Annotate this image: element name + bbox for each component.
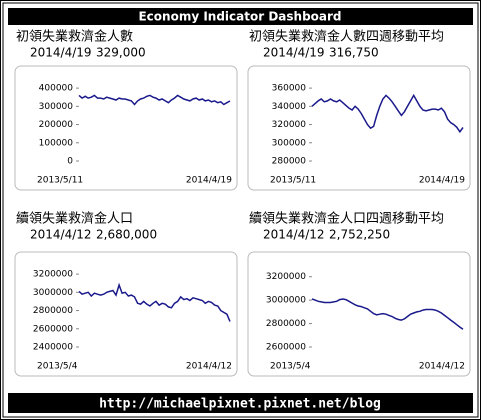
y-tick-label: 200000 <box>39 120 74 130</box>
data-line <box>78 94 231 106</box>
annotation: 329,000 <box>96 46 146 60</box>
y-tick-label: 300000 <box>39 102 74 112</box>
y-tick-label: 0 <box>67 157 73 167</box>
y-tick-label: 100000 <box>39 138 74 148</box>
x-tick-label: 2014/4/19 <box>186 176 232 186</box>
x-tick-label: 2014/4/12 <box>419 362 465 372</box>
x-tick-label: 2013/5/4 <box>270 362 311 372</box>
chart-title: 續領失業救濟金人口 <box>16 211 133 227</box>
chart-title: 初領失業救濟金人數 <box>16 29 133 45</box>
x-tick-label: 2013/5/11 <box>37 176 83 186</box>
y-tick-label: 3200000 <box>33 270 73 280</box>
y-tick-label: 2600000 <box>266 343 306 353</box>
chart-box <box>14 251 238 377</box>
y-tick-label: 3000000 <box>33 288 73 298</box>
y-tick-label: 360000 <box>272 84 307 94</box>
x-tick-label: 2014/4/12 <box>186 362 232 372</box>
data-line <box>311 93 464 134</box>
x-tick-label: 2013/5/4 <box>37 362 78 372</box>
header-title: Economy Indicator Dashboard <box>138 10 341 24</box>
y-tick-label: 2800000 <box>266 319 306 329</box>
y-tick-label: 2600000 <box>33 324 73 334</box>
y-tick-label: 3200000 <box>266 272 306 282</box>
y-tick-label: 300000 <box>272 138 307 148</box>
annotation: 2,752,250 <box>329 228 390 242</box>
data-line <box>311 298 464 330</box>
x-tick-label: 2014/4/19 <box>419 176 465 186</box>
y-tick-label: 2800000 <box>33 306 73 316</box>
header-bar <box>8 8 473 25</box>
footer-url: http://michaelpixnet.pixnet.net/blog <box>99 397 381 412</box>
annotation: 2014/4/19 <box>263 46 325 60</box>
x-tick-label: 2013/5/11 <box>270 176 316 186</box>
chart-title: 續領失業救濟金人口四週移動平均 <box>249 211 444 227</box>
annotation: 2,680,000 <box>96 228 157 242</box>
annotation: 2014/4/12 <box>30 228 92 242</box>
y-tick-label: 280000 <box>272 157 307 167</box>
y-tick-label: 340000 <box>272 102 307 112</box>
chart-title: 初領失業救濟金人數四週移動平均 <box>249 29 444 45</box>
footer-bar <box>8 393 473 413</box>
data-line <box>78 282 231 322</box>
annotation: 2014/4/12 <box>263 228 325 242</box>
y-tick-label: 3000000 <box>266 296 306 306</box>
y-tick-label: 2400000 <box>33 343 73 353</box>
chart-box <box>247 251 471 377</box>
annotation: 2014/4/19 <box>30 46 92 60</box>
y-tick-label: 320000 <box>272 120 307 130</box>
annotation: 316,750 <box>329 46 379 60</box>
y-tick-label: 400000 <box>39 84 74 94</box>
